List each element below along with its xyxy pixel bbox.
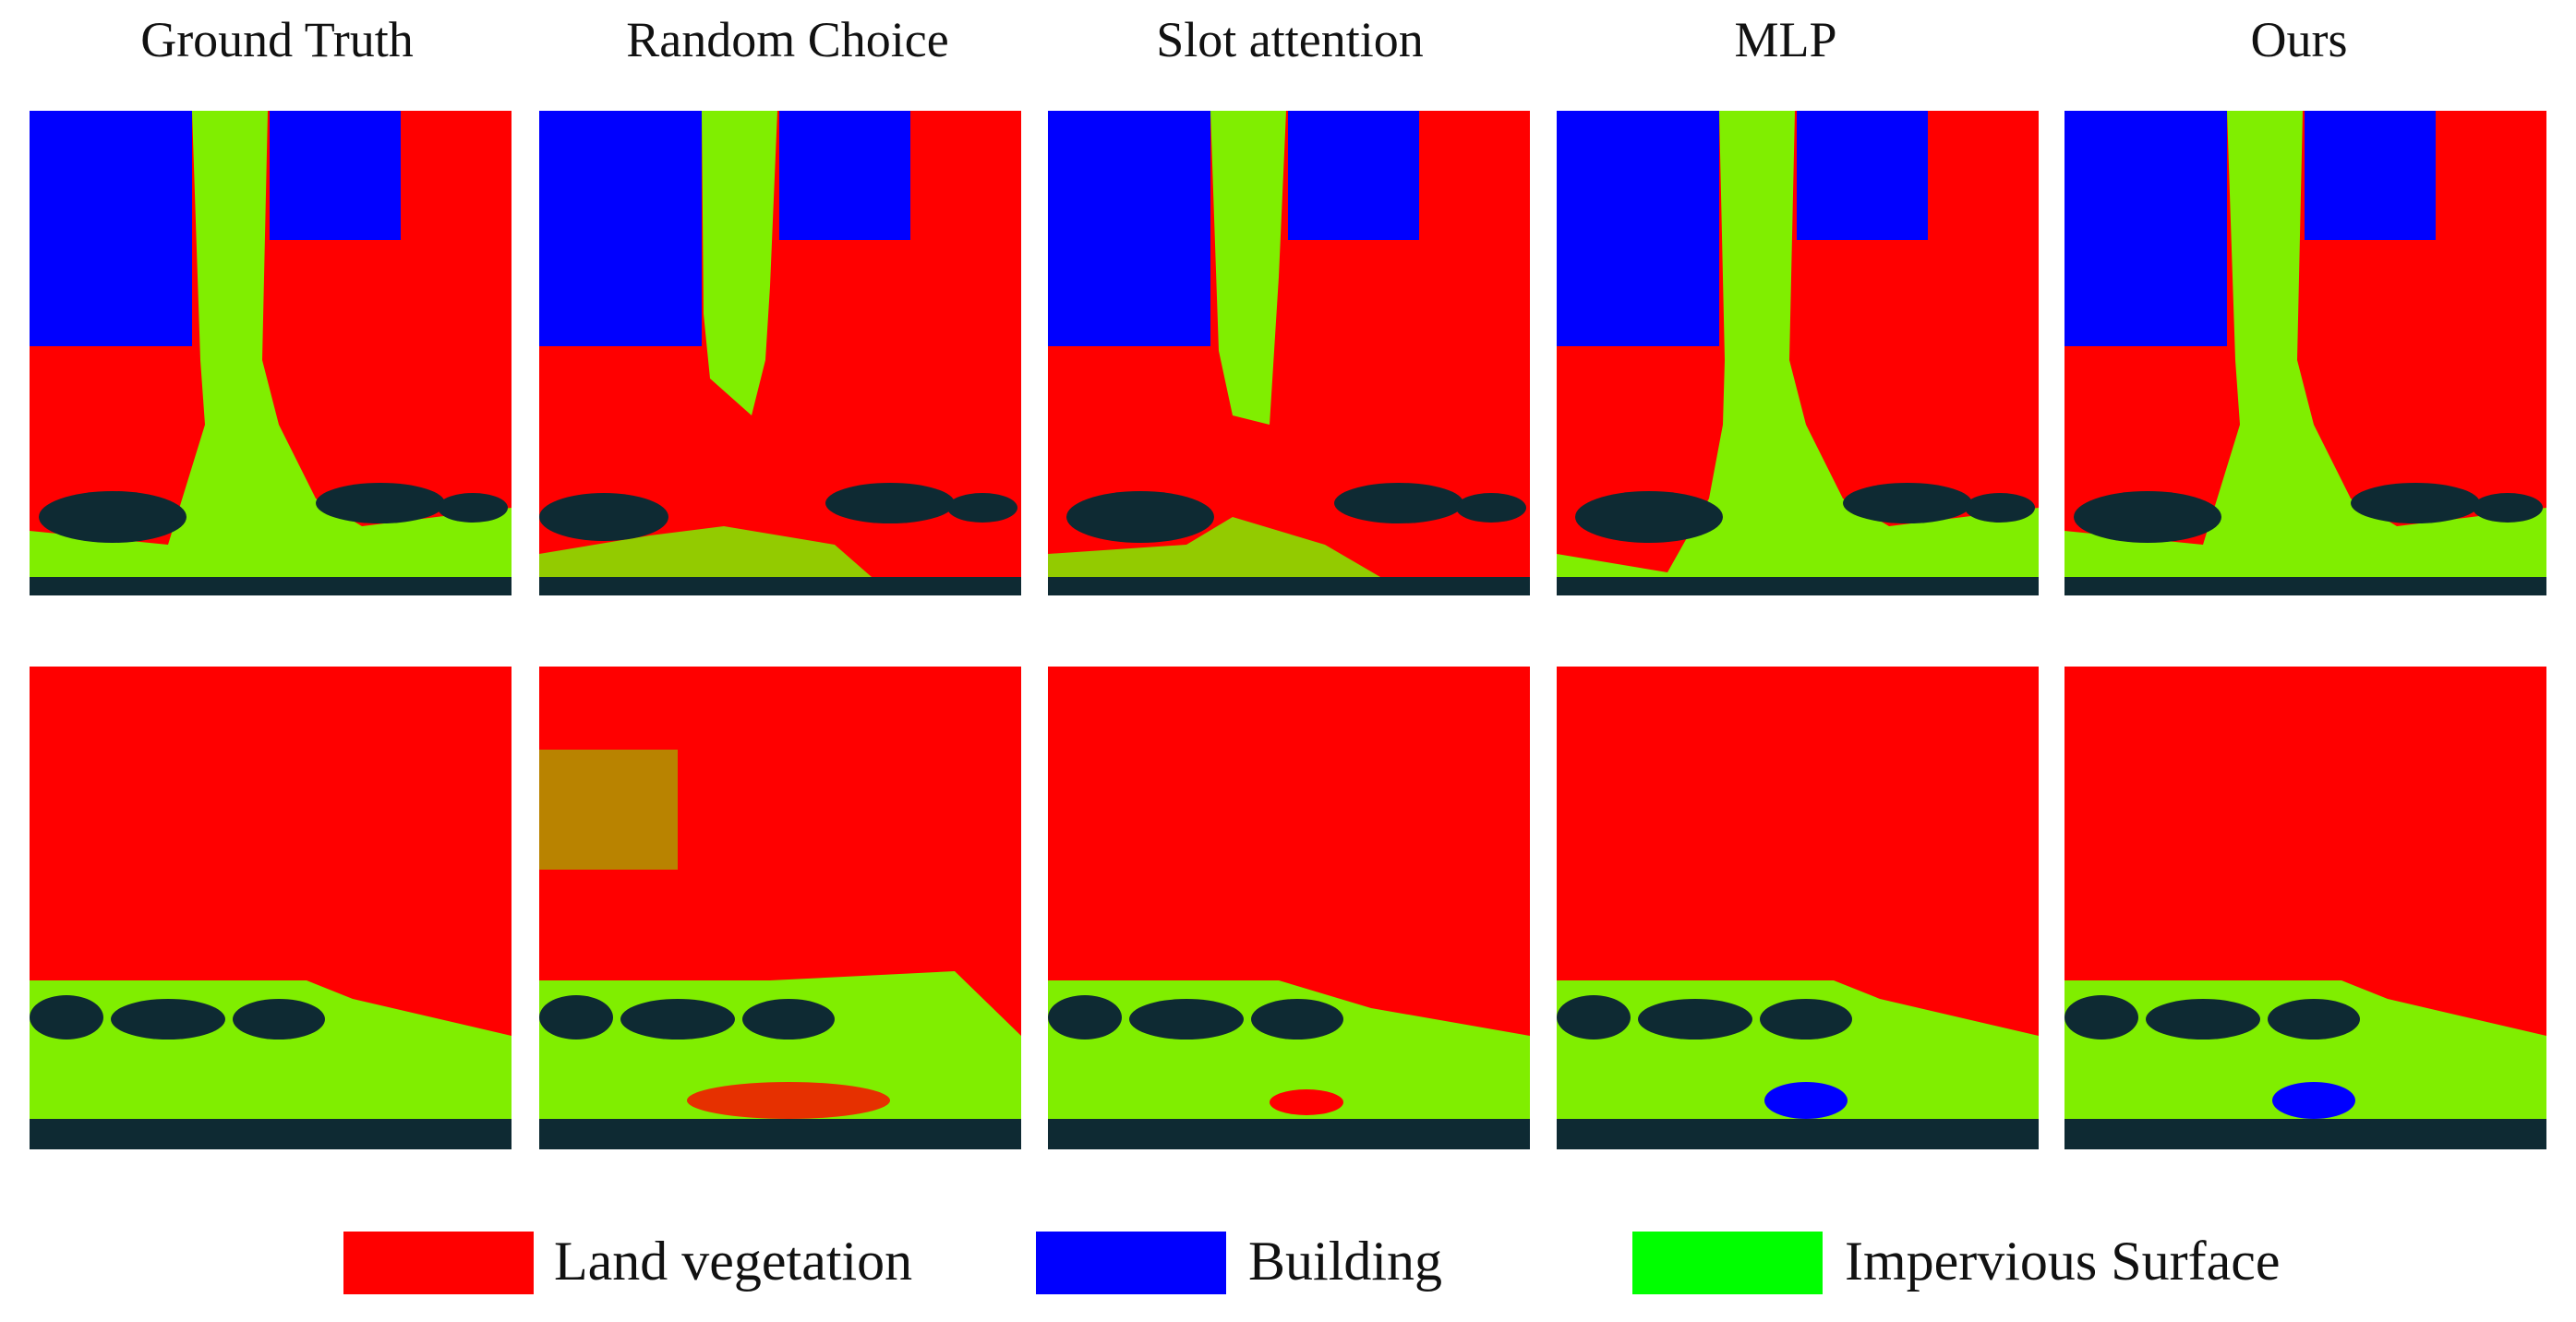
legend-swatch-impervious-surface [1632, 1232, 1823, 1294]
legend-swatch-land-vegetation [343, 1232, 534, 1294]
panel-row2-slot-attention [1048, 667, 1530, 1149]
panel-row1-ours [2064, 111, 2546, 595]
legend-label-land-vegetation: Land vegetation [554, 1231, 913, 1292]
panel-row1-slot-attention [1048, 111, 1530, 595]
header-mlp: MLP [1734, 12, 1837, 67]
legend-label-impervious-surface: Impervious Surface [1845, 1231, 2281, 1292]
legend-label-building: Building [1248, 1231, 1443, 1292]
panel-row2-mlp [1557, 667, 2039, 1149]
header-ground-truth: Ground Truth [140, 12, 414, 67]
header-slot-attention: Slot attention [1156, 12, 1424, 67]
header-ours: Ours [2250, 12, 2348, 67]
panel-row1-mlp [1557, 111, 2039, 595]
panel-row2-ground-truth [30, 667, 512, 1149]
panel-row2-random-choice [539, 667, 1021, 1149]
header-random-choice: Random Choice [626, 12, 949, 67]
panel-row2-ours [2064, 667, 2546, 1149]
panel-row1-ground-truth [30, 111, 512, 595]
legend-swatch-building [1036, 1232, 1226, 1294]
panel-row1-random-choice [539, 111, 1021, 595]
